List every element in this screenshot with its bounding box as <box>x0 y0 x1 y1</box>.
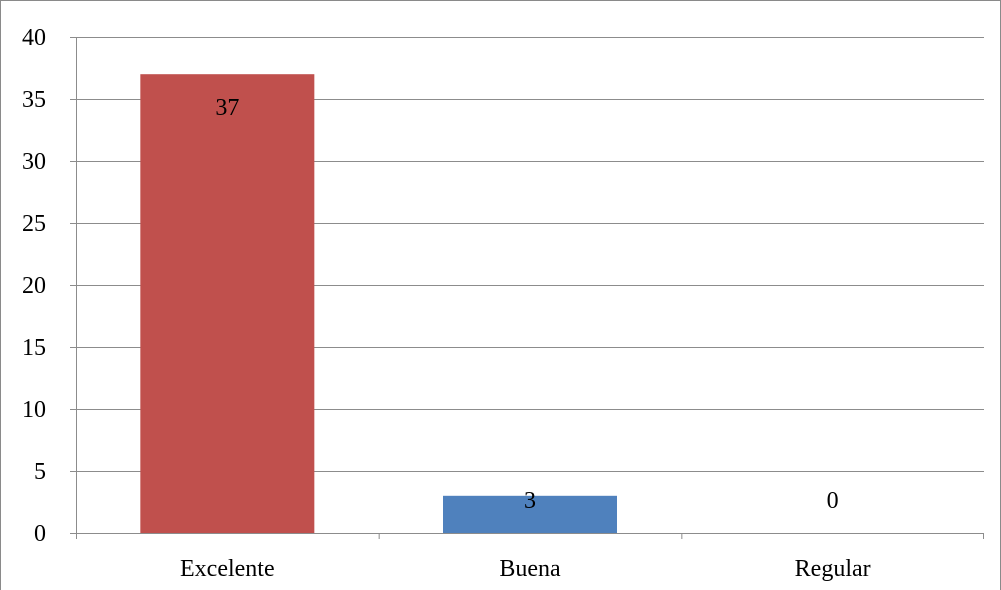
y-tick-label: 25 <box>22 211 46 237</box>
x-category-label: Buena <box>499 556 561 582</box>
y-tick-label: 20 <box>22 273 46 299</box>
data-labels: 37 3 0 <box>215 95 838 514</box>
y-tick-label: 30 <box>22 149 46 175</box>
y-axis-tick-labels: 0 5 10 15 20 25 30 35 40 <box>22 25 46 547</box>
y-tick-label: 5 <box>34 459 46 485</box>
axes <box>70 37 984 539</box>
bar <box>443 495 617 533</box>
x-axis-category-labels: Excelente Buena Regular <box>180 556 871 582</box>
y-tick-label: 15 <box>22 335 46 361</box>
x-category-label: Excelente <box>180 556 275 582</box>
data-label: 37 <box>215 95 239 121</box>
y-tick-label: 35 <box>22 87 46 113</box>
bar <box>140 74 315 533</box>
bars <box>140 74 617 533</box>
y-tick-label: 0 <box>34 521 46 547</box>
y-tick-label: 10 <box>22 397 46 423</box>
data-label: 0 <box>827 488 839 514</box>
x-category-label: Regular <box>795 556 871 582</box>
data-label: 3 <box>524 488 536 514</box>
y-tick-label: 40 <box>22 25 46 51</box>
